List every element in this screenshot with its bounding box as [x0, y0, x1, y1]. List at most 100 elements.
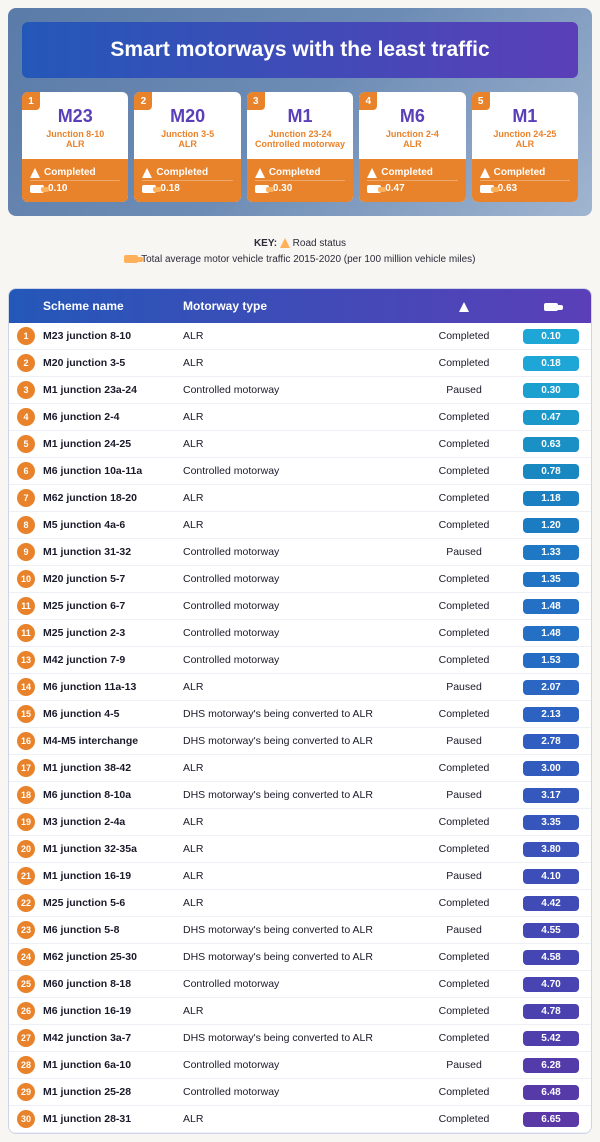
row-traffic-pill: 1.48 — [523, 626, 579, 641]
row-scheme-name: M6 junction 4-5 — [43, 708, 183, 720]
row-status: Completed — [409, 897, 519, 909]
row-rank-badge: 25 — [17, 975, 35, 993]
col-status-icon — [409, 299, 519, 313]
col-motorway-type: Motorway type — [183, 299, 409, 313]
top5-cards: 1 M23 Junction 8-10 ALR Completed 0.10 2… — [22, 92, 578, 202]
row-motorway-type: ALR — [183, 1005, 409, 1017]
row-traffic-pill: 0.10 — [523, 329, 579, 344]
row-status: Completed — [409, 573, 519, 585]
row-traffic-pill: 5.42 — [523, 1031, 579, 1046]
row-scheme-name: M25 junction 6-7 — [43, 600, 183, 612]
table-row: 3 M1 junction 23a-24 Controlled motorway… — [9, 377, 591, 404]
row-scheme-name: M20 junction 5-7 — [43, 573, 183, 585]
card-type: Controlled motorway — [253, 139, 347, 149]
row-traffic-pill: 4.58 — [523, 950, 579, 965]
row-traffic-pill: 0.78 — [523, 464, 579, 479]
row-status: Completed — [409, 627, 519, 639]
row-scheme-name: M6 junction 16-19 — [43, 1005, 183, 1017]
table-row: 11 M25 junction 6-7 Controlled motorway … — [9, 593, 591, 620]
row-rank-badge: 15 — [17, 705, 35, 723]
row-rank-badge: 19 — [17, 813, 35, 831]
top-card: 3 M1 Junction 23-24 Controlled motorway … — [247, 92, 353, 202]
row-motorway-type: Controlled motorway — [183, 627, 409, 639]
row-traffic-pill: 4.10 — [523, 869, 579, 884]
row-traffic-pill: 0.18 — [523, 356, 579, 371]
row-scheme-name: M23 junction 8-10 — [43, 330, 183, 342]
row-traffic-pill: 4.55 — [523, 923, 579, 938]
page-title: Smart motorways with the least traffic — [42, 38, 558, 62]
table-row: 7 M62 junction 18-20 ALR Completed 1.18 — [9, 485, 591, 512]
row-status: Completed — [409, 1032, 519, 1044]
row-scheme-name: M42 junction 7-9 — [43, 654, 183, 666]
table-body: 1 M23 junction 8-10 ALR Completed 0.10 2… — [9, 323, 591, 1133]
row-rank-badge: 26 — [17, 1002, 35, 1020]
table-row: 29 M1 junction 25-28 Controlled motorway… — [9, 1079, 591, 1106]
row-status: Completed — [409, 978, 519, 990]
row-rank-badge: 1 — [17, 327, 35, 345]
row-motorway-type: ALR — [183, 843, 409, 855]
table-row: 21 M1 junction 16-19 ALR Paused 4.10 — [9, 863, 591, 890]
row-motorway-type: Controlled motorway — [183, 1059, 409, 1071]
row-scheme-name: M4-M5 interchange — [43, 735, 183, 747]
row-status: Completed — [409, 1005, 519, 1017]
table-row: 5 M1 junction 24-25 ALR Completed 0.63 — [9, 431, 591, 458]
row-traffic-pill: 1.35 — [523, 572, 579, 587]
row-rank-badge: 16 — [17, 732, 35, 750]
row-rank-badge: 20 — [17, 840, 35, 858]
row-traffic-pill: 0.63 — [523, 437, 579, 452]
row-traffic-pill: 1.48 — [523, 599, 579, 614]
row-motorway-type: Controlled motorway — [183, 978, 409, 990]
card-junction: Junction 24-25 — [478, 129, 572, 139]
row-status: Completed — [409, 843, 519, 855]
row-traffic-pill: 6.28 — [523, 1058, 579, 1073]
card-motorway-name: M1 — [253, 106, 347, 127]
row-rank-badge: 8 — [17, 516, 35, 534]
card-junction: Junction 8-10 — [28, 129, 122, 139]
card-junction: Junction 23-24 — [253, 129, 347, 139]
row-traffic-pill: 3.00 — [523, 761, 579, 776]
row-rank-badge: 30 — [17, 1110, 35, 1128]
table-row: 23 M6 junction 5-8 DHS motorway's being … — [9, 917, 591, 944]
card-status-row: Completed — [255, 165, 345, 180]
row-status: Paused — [409, 681, 519, 693]
row-traffic-pill: 2.78 — [523, 734, 579, 749]
card-status-row: Completed — [480, 165, 570, 180]
row-rank-badge: 17 — [17, 759, 35, 777]
row-scheme-name: M1 junction 38-42 — [43, 762, 183, 774]
row-motorway-type: DHS motorway's being converted to ALR — [183, 789, 409, 801]
table-row: 10 M20 junction 5-7 Controlled motorway … — [9, 566, 591, 593]
table-row: 18 M6 junction 8-10a DHS motorway's bein… — [9, 782, 591, 809]
row-status: Completed — [409, 492, 519, 504]
card-rank: 1 — [22, 92, 40, 110]
row-motorway-type: DHS motorway's being converted to ALR — [183, 951, 409, 963]
row-traffic-pill: 3.17 — [523, 788, 579, 803]
row-traffic-pill: 4.42 — [523, 896, 579, 911]
row-traffic-pill: 1.20 — [523, 518, 579, 533]
row-motorway-type: ALR — [183, 411, 409, 423]
table-row: 4 M6 junction 2-4 ALR Completed 0.47 — [9, 404, 591, 431]
table-row: 24 M62 junction 25-30 DHS motorway's bei… — [9, 944, 591, 971]
row-traffic-pill: 1.53 — [523, 653, 579, 668]
row-scheme-name: M6 junction 11a-13 — [43, 681, 183, 693]
row-status: Paused — [409, 1059, 519, 1071]
row-status: Completed — [409, 1086, 519, 1098]
row-traffic-pill: 2.13 — [523, 707, 579, 722]
card-motorway-name: M20 — [140, 106, 234, 127]
title-bar: Smart motorways with the least traffic — [22, 22, 578, 78]
row-motorway-type: ALR — [183, 519, 409, 531]
row-rank-badge: 7 — [17, 489, 35, 507]
card-type: ALR — [140, 139, 234, 149]
card-status-row: Completed — [142, 165, 232, 180]
table-row: 15 M6 junction 4-5 DHS motorway's being … — [9, 701, 591, 728]
row-rank-badge: 11 — [17, 597, 35, 615]
row-traffic-pill: 2.07 — [523, 680, 579, 695]
table-row: 11 M25 junction 2-3 Controlled motorway … — [9, 620, 591, 647]
cone-icon — [280, 238, 290, 248]
key-status: Road status — [293, 238, 346, 249]
table-row: 9 M1 junction 31-32 Controlled motorway … — [9, 539, 591, 566]
row-status: Completed — [409, 330, 519, 342]
card-rank: 2 — [134, 92, 152, 110]
row-scheme-name: M1 junction 24-25 — [43, 438, 183, 450]
row-status: Completed — [409, 411, 519, 423]
row-motorway-type: Controlled motorway — [183, 654, 409, 666]
